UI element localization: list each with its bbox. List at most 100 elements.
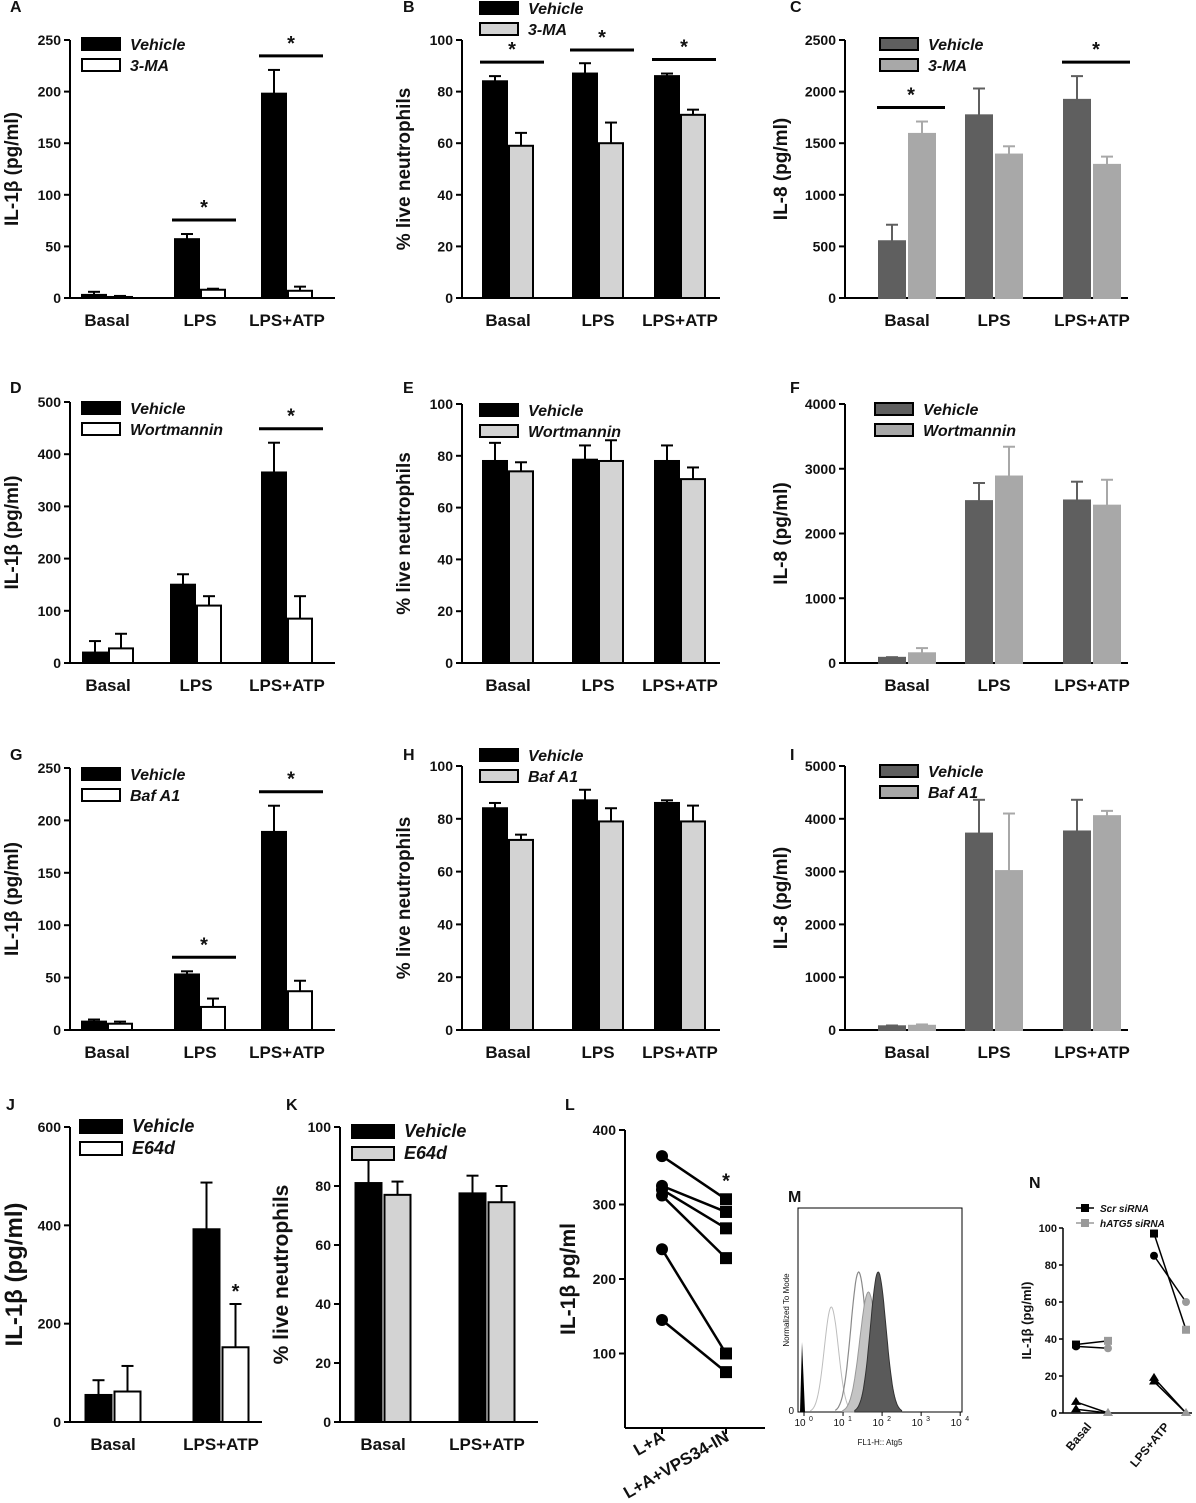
pair-line — [661, 1319, 727, 1374]
bar — [1063, 830, 1091, 1031]
y-axis-title: % live neutrophils — [270, 1185, 293, 1365]
bar — [995, 153, 1023, 299]
x-tick-label: LPS+ATP — [249, 676, 325, 695]
legend-label: Wortmannin — [528, 424, 621, 441]
legend-swatch — [479, 1, 519, 15]
legend-label: hATG5 siRNA — [1100, 1219, 1165, 1230]
legend-label: 3-MA — [130, 58, 169, 75]
bar — [458, 1192, 487, 1423]
x-tick-label: 10 — [951, 1418, 963, 1429]
panel-label-l: L — [565, 1097, 575, 1114]
legend-a: Vehicle 3-MA — [81, 37, 186, 75]
x-tick-label: 10 — [873, 1418, 885, 1429]
legend-d: Vehicle Wortmannin — [81, 401, 223, 439]
bar — [261, 92, 287, 299]
pair-line — [1075, 1345, 1109, 1349]
legend-label: Vehicle — [130, 401, 186, 418]
x-tick-label: Basal — [485, 311, 530, 330]
panel-i-bars: Basal LPS LPS+ATP — [878, 798, 1130, 1062]
y-tick-label: 2000 — [805, 916, 836, 932]
x-tick-label: LPS — [977, 676, 1010, 695]
y-axis-title: IL-1β pg/ml — [557, 1223, 580, 1335]
y-tick-label: 5000 — [805, 758, 836, 774]
panel-n-axes: 0 20 40 60 80 100 Basal LPS+ATP — [1039, 1223, 1192, 1470]
y-tick-label: 1000 — [805, 590, 836, 606]
y-tick-label: 0 — [53, 1022, 61, 1038]
panel-b-bars: Basal LPS LPS+ATP * * * — [480, 27, 718, 330]
data-point-square — [720, 1193, 732, 1206]
y-tick-label: 3000 — [805, 461, 836, 477]
bar — [287, 990, 313, 1031]
y-tick-label: 0 — [53, 290, 61, 306]
x-tick-label: LPS+ATP — [183, 1435, 259, 1454]
y-tick-label: 200 — [38, 1316, 62, 1332]
x-tick-label: 10 — [833, 1418, 845, 1429]
pair-line — [1075, 1408, 1109, 1414]
significance-star: * — [722, 1170, 730, 1192]
x-tick-label: Basal — [85, 676, 130, 695]
atg5-marker — [1182, 1325, 1190, 1334]
bar — [965, 114, 993, 299]
bar — [508, 838, 534, 1031]
legend-swatch — [81, 58, 121, 72]
panel-d-bars: Basal LPS LPS+ATP * — [82, 406, 325, 695]
data-point-square — [720, 1366, 732, 1379]
y-tick-label: 20 — [315, 1355, 331, 1371]
histogram-unstained — [809, 1306, 853, 1412]
legend-label: E64d — [404, 1143, 448, 1163]
legend-swatch — [479, 748, 519, 762]
panel-label-k: K — [286, 1097, 298, 1114]
x-tick-label: LPS — [977, 1043, 1010, 1062]
y-axis-title: % live neutrophils — [394, 88, 415, 251]
y-tick-label: 0 — [1051, 1408, 1057, 1420]
x-tick-label: Basal — [485, 1043, 530, 1062]
x-tick-label: LPS — [183, 1043, 216, 1062]
y-axis-title: IL-1β (pg/ml) — [2, 842, 23, 956]
y-axis-title: % live neutrophils — [394, 452, 415, 615]
legend-swatch — [879, 785, 919, 799]
bar — [680, 113, 706, 299]
atg5-marker — [1103, 1408, 1113, 1416]
data-point-circle — [656, 1243, 668, 1256]
bar — [965, 832, 993, 1031]
legend-swatch — [479, 22, 519, 36]
y-tick-label: 40 — [1045, 1334, 1057, 1346]
y-tick-label: 40 — [315, 1296, 331, 1312]
x-tick-label: LPS — [581, 311, 614, 330]
pair-line — [661, 1188, 727, 1230]
x-tick-label: LPS+ATP — [642, 676, 718, 695]
legend-swatch — [81, 401, 121, 415]
legend-swatch — [351, 1146, 395, 1161]
panel-label-a: A — [10, 0, 22, 16]
bar — [654, 75, 680, 300]
y-tick-label: 20 — [437, 238, 453, 254]
pair-line — [1153, 1255, 1187, 1303]
legend-h: Vehicle Baf A1 — [479, 748, 584, 786]
bar — [995, 870, 1023, 1032]
legend-e: Vehicle Wortmannin — [479, 403, 621, 441]
y-axis-title: IL-8 (pg/ml) — [771, 118, 792, 220]
y-tick-label: 400 — [38, 446, 62, 462]
x-tick-label: Basal — [84, 1043, 129, 1062]
legend-g: Vehicle Baf A1 — [81, 767, 186, 805]
bar — [908, 652, 936, 664]
bar — [196, 604, 222, 665]
y-tick-label: 100 — [38, 603, 62, 619]
y-tick-label: 80 — [437, 448, 453, 464]
legend-swatch — [479, 769, 519, 783]
legend-swatch — [81, 788, 121, 802]
x-tick-label: LPS+ATP — [1127, 1420, 1172, 1470]
bar — [598, 459, 624, 665]
y-tick-label: 200 — [38, 551, 62, 567]
legend-label: E64d — [132, 1138, 176, 1158]
x-tick-exponent: 2 — [887, 1416, 891, 1423]
atg5-marker — [1181, 1408, 1191, 1416]
x-tick-label: LPS — [179, 676, 212, 695]
x-tick-label: LPS — [581, 1043, 614, 1062]
panel-label-e: E — [403, 380, 414, 397]
panel-label-m: M — [788, 1189, 801, 1206]
x-tick-label: Basal — [485, 676, 530, 695]
bar — [482, 807, 508, 1031]
data-point-square — [720, 1347, 732, 1360]
